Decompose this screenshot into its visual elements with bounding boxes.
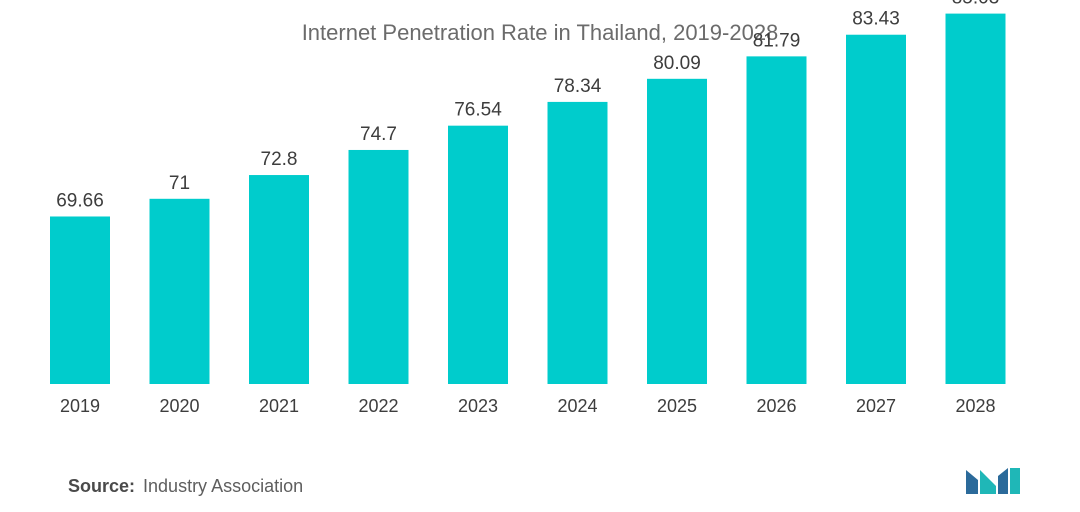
value-label-2020: 71 — [169, 173, 190, 194]
logo-shape-left — [966, 470, 978, 494]
bar-2021 — [249, 175, 309, 384]
source-label: Source: — [68, 476, 136, 496]
value-labels-group: 69.66 71 72.8 74.7 76.54 78.34 80.09 81.79 83.43… — [56, 0, 999, 211]
x-tick-label-2025: 2025 — [657, 396, 697, 416]
x-tick-label-2027: 2027 — [856, 396, 896, 416]
bar-2024 — [547, 101, 608, 385]
logo-shape-tail — [1010, 468, 1020, 494]
value-label-2024: 78.34 — [554, 76, 602, 97]
value-label-2022: 74.7 — [360, 124, 397, 145]
chart-title: Internet Penetration Rate in Thailand, 2… — [301, 20, 779, 45]
bar-2019 — [50, 216, 110, 384]
x-tick-label-2020: 2020 — [159, 396, 199, 416]
x-tick-label-2024: 2024 — [557, 396, 597, 416]
bar-2023 — [448, 125, 508, 384]
x-tick-label-2026: 2026 — [756, 396, 796, 416]
bar-2028 — [945, 13, 1006, 384]
bars-group — [50, 13, 1006, 385]
logo-shape-mid — [980, 470, 996, 494]
bar-2022 — [348, 149, 409, 384]
value-label-2028: 85.03 — [952, 0, 1000, 9]
source-note: Source: Industry Association — [68, 476, 303, 497]
value-label-2023: 76.54 — [454, 100, 502, 121]
value-label-2025: 80.09 — [653, 53, 701, 74]
x-tick-label-2019: 2019 — [60, 396, 100, 416]
x-tick-label-2022: 2022 — [358, 396, 398, 416]
x-tick-label-2021: 2021 — [259, 396, 299, 416]
value-label-2021: 72.8 — [261, 149, 298, 170]
source-value: Industry Association — [143, 476, 304, 496]
value-label-2026: 81.79 — [753, 30, 801, 51]
bar-2025 — [647, 78, 707, 384]
bar-2027 — [846, 34, 906, 384]
x-tick-label-2028: 2028 — [955, 396, 995, 416]
value-label-2019: 69.66 — [56, 190, 104, 211]
x-tick-label-2023: 2023 — [458, 396, 498, 416]
bar-2020 — [149, 198, 210, 384]
x-tick-labels-group: 2019 2020 2021 2022 2023 2024 2025 2026 2027 2028 — [60, 396, 996, 416]
value-label-2027: 83.43 — [852, 9, 900, 30]
mordor-logo-icon — [966, 468, 1020, 494]
bar-2026 — [746, 56, 807, 384]
logo-shape-right — [998, 468, 1008, 494]
